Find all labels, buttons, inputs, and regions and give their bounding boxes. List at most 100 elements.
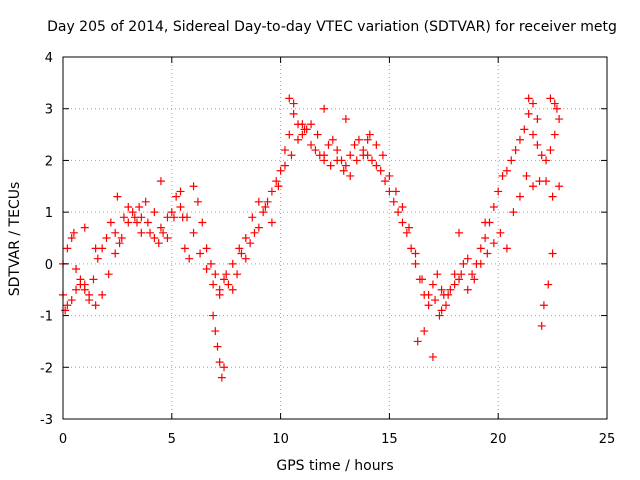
data-point [63, 301, 72, 310]
data-point [463, 285, 472, 294]
data-point [274, 182, 283, 191]
data-point [119, 213, 128, 222]
data-point [124, 218, 133, 227]
data-point [280, 161, 289, 170]
data-point [339, 166, 348, 175]
data-point [542, 156, 551, 165]
data-point [498, 171, 507, 180]
data-point [359, 151, 368, 160]
data-point [463, 254, 472, 263]
data-point [307, 140, 316, 149]
data-point [146, 228, 155, 237]
data-point [263, 197, 272, 206]
data-point [533, 115, 542, 124]
data-point [211, 270, 220, 279]
data-point [202, 244, 211, 253]
data-point [67, 234, 76, 242]
data-point [378, 151, 387, 160]
data-point [150, 208, 159, 217]
data-point [285, 130, 294, 139]
data-point [209, 311, 218, 320]
y-tick-label: 1 [45, 206, 53, 221]
data-point [135, 202, 144, 211]
data-point [555, 182, 564, 191]
data-point [307, 120, 316, 129]
data-point [124, 202, 133, 211]
data-point [254, 223, 263, 232]
data-point [220, 363, 229, 372]
data-point [433, 270, 442, 279]
data-point [496, 228, 505, 237]
y-tick-label: 3 [45, 103, 53, 118]
data-point [117, 234, 126, 242]
data-point [381, 177, 390, 186]
y-axis-label: SDTVAR / TECUs [7, 182, 23, 297]
data-point [394, 208, 403, 217]
data-point [537, 321, 546, 330]
data-point [555, 115, 564, 124]
data-point [69, 228, 78, 237]
data-point [217, 373, 226, 382]
x-tick-label: 15 [381, 432, 398, 447]
data-point [313, 130, 322, 139]
data-point [130, 213, 139, 222]
data-point [311, 146, 320, 155]
data-point [435, 311, 444, 320]
x-axis-ticks: 0 5 10 15 20 25 [59, 57, 615, 447]
data-point [341, 161, 350, 170]
data-point [468, 270, 477, 279]
data-point [189, 182, 198, 191]
data-point [276, 166, 285, 175]
data-point [143, 218, 152, 227]
data-point [76, 275, 85, 284]
y-tick-label: 0 [45, 258, 53, 273]
data-point [289, 109, 298, 118]
data-point [546, 146, 555, 155]
data-point [61, 306, 70, 315]
data-point [246, 239, 255, 248]
data-point [209, 280, 218, 289]
data-point [294, 135, 303, 144]
data-point [520, 125, 529, 134]
data-point [89, 275, 98, 284]
data-point [141, 197, 150, 206]
data-point [404, 223, 413, 232]
data-point [365, 130, 374, 139]
data-point [411, 259, 420, 268]
data-point [185, 254, 194, 263]
y-tick-label: -3 [40, 413, 53, 428]
data-point [128, 208, 137, 217]
data-point [439, 290, 448, 299]
data-point [502, 166, 511, 175]
data-point [220, 275, 229, 284]
data-point [237, 249, 246, 258]
data-point [428, 352, 437, 361]
data-point [169, 213, 178, 222]
data-point [289, 99, 298, 108]
data-point [287, 151, 296, 160]
data-point [98, 290, 107, 299]
data-point [91, 301, 100, 310]
data-point [502, 244, 511, 253]
data-point [407, 244, 416, 253]
data-point [248, 213, 257, 222]
data-point [552, 104, 561, 113]
x-tick-label: 20 [490, 432, 507, 447]
data-point [459, 259, 468, 268]
data-point [320, 104, 329, 113]
data-point [450, 280, 459, 289]
data-point [300, 125, 309, 134]
data-point [235, 244, 244, 253]
data-point [267, 218, 276, 227]
data-point [250, 228, 259, 237]
data-point [67, 296, 76, 305]
data-point [509, 208, 518, 217]
x-axis-label: GPS time / hours [276, 458, 393, 474]
data-point [350, 140, 359, 149]
data-point [180, 244, 189, 253]
data-point [156, 223, 165, 232]
y-tick-label: -1 [40, 310, 53, 325]
data-point [80, 280, 89, 289]
data-point [352, 156, 361, 165]
data-point [548, 192, 557, 201]
